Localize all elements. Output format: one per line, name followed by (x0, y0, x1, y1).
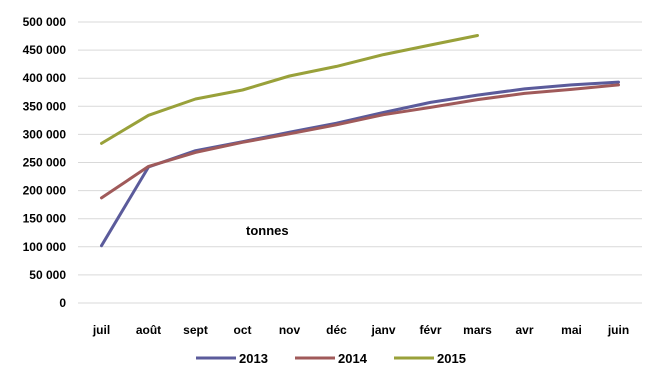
x-tick-label: oct (234, 323, 252, 337)
series-lines (100, 34, 620, 248)
y-tick-label: 450 000 (23, 43, 67, 57)
y-tick-label: 100 000 (23, 240, 67, 254)
legend-label-2014: 2014 (338, 351, 368, 366)
x-tick-label: juin (607, 323, 629, 337)
x-tick-label: févr (419, 323, 441, 337)
x-tick-label: mars (463, 323, 492, 337)
x-axis-ticks: juil août sept oct nov déc janv févr mars avr mai j… (92, 323, 629, 337)
legend: 2013 2014 2015 (196, 351, 466, 366)
x-tick-label: déc (326, 323, 347, 337)
x-tick-label: nov (279, 323, 301, 337)
y-axis-ticks: 0 50 000 100 000 150 000 200 000 250 000 300 0… (23, 15, 67, 310)
y-tick-label: 150 000 (23, 212, 67, 226)
y-tick-label: 200 000 (23, 184, 67, 198)
y-tick-label: 0 (59, 296, 66, 310)
y-tick-label: 500 000 (23, 15, 67, 29)
x-tick-label: janv (370, 323, 395, 337)
units-annotation: tonnes (246, 223, 289, 238)
x-tick-label: sept (183, 323, 208, 337)
x-tick-label: juil (92, 323, 110, 337)
x-tick-label: avr (515, 323, 533, 337)
y-tick-label: 50 000 (29, 268, 66, 282)
y-tick-label: 300 000 (23, 127, 67, 141)
legend-label-2013: 2013 (239, 351, 268, 366)
x-tick-label: mai (561, 323, 582, 337)
y-tick-label: 350 000 (23, 99, 67, 113)
series-line-2014 (100, 83, 620, 200)
x-tick-label: août (136, 323, 161, 337)
y-tick-label: 250 000 (23, 156, 67, 170)
y-tick-label: 400 000 (23, 71, 67, 85)
series-line-2015 (100, 34, 479, 145)
gridlines (78, 21, 642, 304)
legend-label-2015: 2015 (437, 351, 466, 366)
